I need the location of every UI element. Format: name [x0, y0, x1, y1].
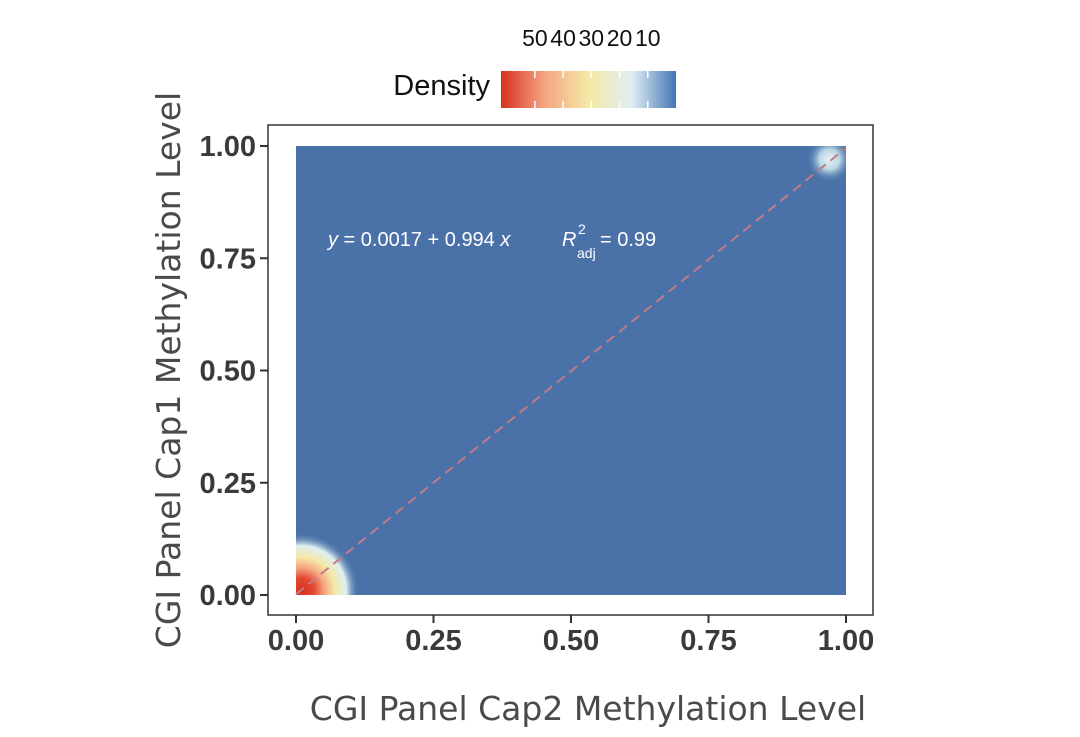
r2-subscript: adj [577, 245, 596, 261]
x-axis-title: CGI Panel Cap2 Methylation Level [310, 689, 866, 728]
x-tick-label-1: 0.25 [405, 625, 461, 657]
y-tick-label-4: 1.00 [200, 131, 256, 163]
fit-equation: y = 0.0017 + 0.994 x [326, 229, 511, 251]
legend-tick-label-2: 30 [579, 25, 605, 51]
legend: Density 50 40 30 20 10 [393, 25, 676, 108]
legend-ticks: 50 40 30 20 10 [522, 25, 661, 108]
r2-symbol: R [562, 229, 576, 251]
y-tick-label-3: 0.75 [200, 243, 256, 275]
y-tick-label-2: 0.50 [200, 356, 256, 388]
r2-superscript: 2 [578, 221, 586, 237]
y-tick-label-0: 0.00 [200, 580, 256, 612]
legend-tick-label-4: 10 [635, 25, 661, 51]
y-axis: 0.00 0.25 0.50 0.75 1.00 [200, 131, 268, 612]
x-tick-label-4: 1.00 [818, 625, 874, 657]
legend-title: Density [393, 70, 490, 102]
fit-annotation: y = 0.0017 + 0.994 x R 2 adj = 0.99 [326, 221, 656, 261]
eq-y: y [326, 229, 339, 251]
legend-tick-label-0: 50 [522, 25, 548, 51]
r2-value: = 0.99 [600, 229, 656, 251]
density-field [296, 146, 846, 595]
legend-tick-label-3: 20 [607, 25, 633, 51]
x-tick-label-2: 0.50 [543, 625, 599, 657]
x-tick-label-3: 0.75 [680, 625, 736, 657]
x-tick-label-0: 0.00 [268, 625, 324, 657]
eq-x: x [499, 229, 511, 251]
legend-colorbar [501, 71, 676, 108]
x-axis: 0.00 0.25 0.50 0.75 1.00 [268, 615, 874, 657]
eq-body: = 0.0017 + 0.994 [338, 229, 500, 251]
y-axis-title: CGI Panel Cap1 Methylation Level [149, 92, 188, 648]
regression-line [295, 147, 847, 596]
y-tick-label-1: 0.25 [200, 468, 256, 500]
legend-tick-label-1: 40 [550, 25, 576, 51]
density-hotspot-0 [296, 533, 359, 595]
